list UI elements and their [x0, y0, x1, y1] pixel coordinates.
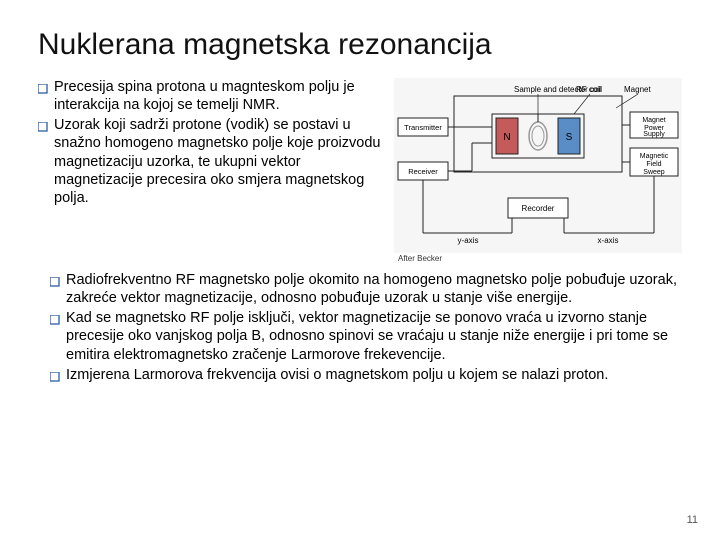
top-bullets: Precesija spina protona u magnteskom pol… [38, 78, 386, 263]
svg-text:Field: Field [646, 161, 661, 168]
bullet-text: Kad se magnetsko RF polje isključi, vekt… [66, 309, 682, 363]
list-item: Uzorak koji sadrži protone (vodik) se po… [38, 116, 386, 207]
top-row: Precesija spina protona u magnteskom pol… [38, 78, 682, 263]
bullet-icon [38, 116, 54, 207]
label-magnet: Magnet [624, 85, 651, 94]
svg-text:Supply: Supply [643, 131, 665, 138]
label-n: N [503, 132, 510, 143]
bullet-icon [50, 366, 66, 387]
svg-text:Magnet: Magnet [642, 117, 665, 124]
list-item: Precesija spina protona u magnteskom pol… [38, 78, 386, 114]
svg-text:Magnetic: Magnetic [640, 153, 669, 160]
label-transmitter: Transmitter [404, 123, 442, 132]
list-item: Radiofrekventno RF magnetsko polje okomi… [38, 271, 682, 307]
bottom-bullets: Radiofrekventno RF magnetsko polje okomi… [38, 271, 682, 387]
nmr-diagram: N S Sample and detector coil RF coil Mag… [394, 78, 682, 263]
label-recorder: Recorder [522, 204, 555, 213]
diagram-attrib: After Becker [394, 254, 682, 263]
bullet-icon [38, 78, 54, 114]
page-number: 11 [687, 514, 698, 526]
label-rfcoil: RF coil [576, 85, 601, 94]
bullet-text: Radiofrekventno RF magnetsko polje okomi… [66, 271, 682, 307]
svg-text:Sweep: Sweep [643, 169, 665, 176]
label-s: S [566, 132, 573, 143]
list-item: Kad se magnetsko RF polje isključi, vekt… [38, 309, 682, 363]
label-receiver: Receiver [408, 167, 438, 176]
list-item: Izmjerena Larmorova frekvencija ovisi o … [38, 366, 682, 387]
bullet-icon [50, 271, 66, 307]
label-yaxis: y-axis [458, 236, 479, 245]
label-xaxis: x-axis [598, 236, 619, 245]
bullet-text: Precesija spina protona u magnteskom pol… [54, 78, 386, 114]
bullet-text: Uzorak koji sadrži protone (vodik) se po… [54, 116, 386, 207]
bullet-text: Izmjerena Larmorova frekvencija ovisi o … [66, 366, 608, 387]
bullet-icon [50, 309, 66, 363]
page-title: Nuklerana magnetska rezonancija [38, 28, 682, 62]
